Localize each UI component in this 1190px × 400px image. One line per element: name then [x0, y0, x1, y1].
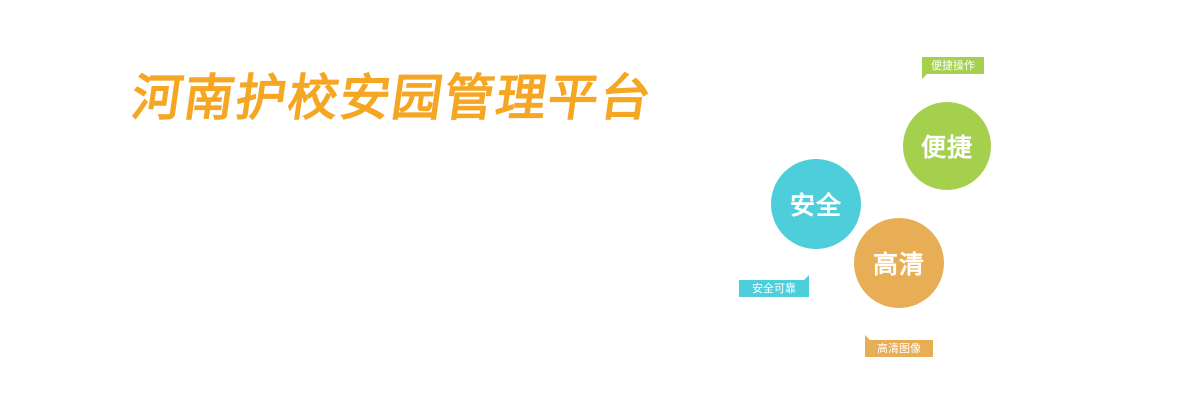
feature-circle-safety: 安全	[771, 159, 861, 249]
feature-circle-hd-label: 高清	[872, 250, 925, 279]
page-title: 河南护校安园管理平台	[128, 69, 657, 127]
feature-circle-safety-label: 安全	[789, 191, 842, 220]
feature-circle-convenient: 便捷	[903, 102, 991, 190]
feature-tag-safety: 安全可靠	[739, 275, 809, 297]
feature-circle-hd: 高清	[854, 218, 944, 308]
feature-tag-convenient: 便捷操作	[922, 57, 984, 79]
feature-tag-hd: 高清图像	[865, 335, 933, 357]
feature-circle-convenient-label: 便捷	[920, 133, 973, 162]
